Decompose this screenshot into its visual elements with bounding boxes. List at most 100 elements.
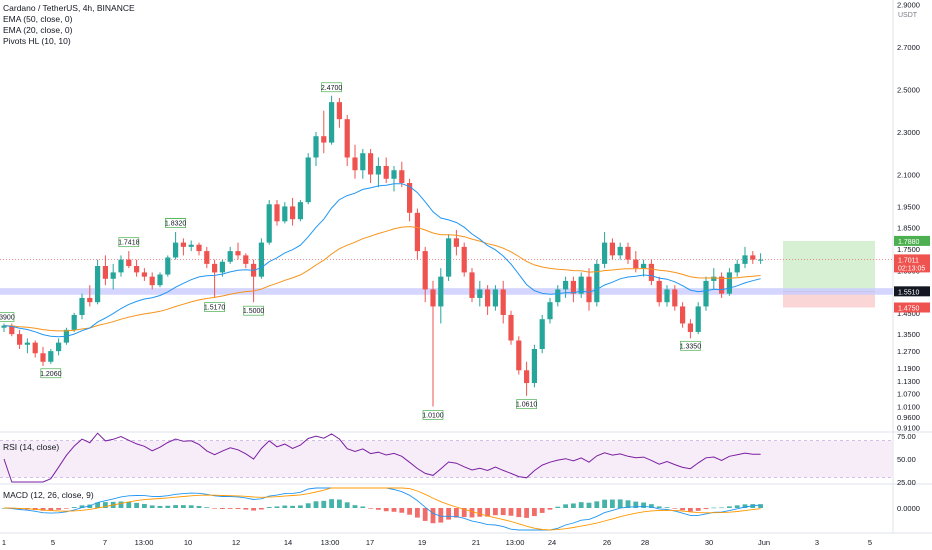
candle-body <box>485 289 491 307</box>
candle-body <box>141 272 147 277</box>
candle-body <box>414 212 420 252</box>
macd-histogram-bar <box>477 508 483 517</box>
candle-body <box>40 353 46 362</box>
rsi-tick-label: 75.00 <box>897 432 916 441</box>
pivot-box <box>118 237 140 248</box>
macd-histogram-bar <box>344 502 350 508</box>
candle-body <box>48 351 54 362</box>
time-axis[interactable]: 1 5 7 13:00 10 12 14 13:00 17 19 21 13:00 24 26 28 30 Ju… <box>2 538 872 547</box>
candle-body <box>555 289 561 303</box>
candle-body <box>71 314 77 330</box>
ema20-line <box>3 183 761 338</box>
macd-histogram-bar <box>329 499 334 508</box>
candle-body <box>633 259 639 269</box>
pivot-box <box>204 302 225 312</box>
macd-histogram-bar <box>500 508 506 516</box>
macd-histogram-bar <box>422 508 428 521</box>
ema50-line <box>3 226 761 332</box>
time-tick-label: 5 <box>51 538 55 547</box>
macd-histogram-bar <box>415 508 420 518</box>
stop-zone <box>783 291 875 308</box>
price-tick-label: 2.1000 <box>897 171 920 180</box>
candle-body <box>383 165 389 179</box>
candle-body <box>531 349 537 384</box>
macd-histogram-bar <box>313 501 319 508</box>
pivot-label: 1.3350 <box>680 343 702 350</box>
macd-histogram-bar <box>633 501 639 508</box>
candle-body <box>453 238 459 247</box>
ema20-legend[interactable]: EMA (20, close, 0) <box>3 25 73 35</box>
price-axis[interactable]: 2.9000 2.7000 2.5000 2.3000 2.1000 1.9500 1.85… <box>897 0 920 432</box>
macd-histogram-bar <box>430 508 436 524</box>
macd-histogram-bar <box>508 508 514 516</box>
macd-histogram-bar <box>672 508 678 509</box>
macd-histogram-bar <box>227 508 233 509</box>
macd-histogram-bar <box>188 505 194 508</box>
price-tick-label: 2.5000 <box>897 85 920 94</box>
price-tag-countdown: 02:13:05 <box>898 265 925 272</box>
candle-body <box>32 342 38 354</box>
macd-histogram-bar <box>235 508 241 509</box>
time-tick-label: 3 <box>815 538 819 547</box>
candle-body <box>243 255 249 264</box>
time-tick-label: 17 <box>366 538 374 547</box>
candle-body <box>305 157 311 203</box>
candle-body <box>734 263 740 273</box>
macd-histogram-bar <box>399 508 405 513</box>
candle-body <box>282 206 288 222</box>
pivots-legend[interactable]: Pivots HL (10, 10) <box>3 36 71 46</box>
candle-body <box>235 251 241 256</box>
rsi-tick-label: 50.00 <box>897 455 916 464</box>
candle-body <box>352 157 358 171</box>
macd-histogram-bar <box>71 507 77 508</box>
candle-body <box>539 319 545 350</box>
candles-layer[interactable] <box>1 95 764 407</box>
candle-body <box>508 314 514 341</box>
candle-body <box>149 276 155 286</box>
price-tick-label: 1.7500 <box>897 245 920 254</box>
price-tick-label: 1.4500 <box>897 309 920 318</box>
price-tick-label: 1.0100 <box>897 402 920 411</box>
candle-body <box>391 170 397 179</box>
macd-histogram-bar <box>368 508 373 509</box>
price-tick-label: 1.2700 <box>897 347 920 356</box>
price-tag-box <box>894 235 930 246</box>
macd-histogram-bar <box>79 505 85 508</box>
candle-body <box>664 289 670 303</box>
macd-histogram-bar <box>251 508 256 511</box>
candle-body <box>430 289 436 307</box>
candle-body <box>570 280 576 294</box>
macd-histogram-bar <box>212 508 217 509</box>
candle-body <box>165 257 171 275</box>
price-tick-label: 2.3000 <box>897 128 920 137</box>
price-tick-label: 0.9100 <box>897 424 920 433</box>
macd-histogram-bar <box>555 506 561 508</box>
candle-body <box>204 251 210 264</box>
pivot-label: 2.4700 <box>321 85 343 92</box>
macd-histogram-bar <box>266 507 272 508</box>
candle-body <box>469 272 475 298</box>
support-band-rect <box>0 288 893 295</box>
price-tick-label: 1.0700 <box>897 390 920 399</box>
macd-histogram-bar <box>126 501 132 508</box>
macd-histogram-bar <box>727 506 732 508</box>
rsi-legend[interactable]: RSI (14, close) <box>3 442 60 452</box>
macd-legend[interactable]: MACD (12, 26, close, 9) <box>3 490 94 500</box>
candle-body <box>687 323 693 332</box>
macd-histogram-bar <box>220 508 225 510</box>
ema50-legend[interactable]: EMA (50, close, 0) <box>3 14 73 24</box>
candle-body <box>422 251 428 290</box>
candle-body <box>680 306 686 324</box>
time-tick-label: 30 <box>705 538 713 547</box>
pivot-label: 1.0610 <box>516 402 538 409</box>
candle-body <box>438 276 444 307</box>
candle-body <box>609 242 615 256</box>
macd-histogram-bar <box>118 501 124 508</box>
candle-body <box>586 276 592 303</box>
macd-histogram-bar <box>438 508 444 523</box>
macd-histogram-bar <box>461 508 467 518</box>
candle-body <box>750 255 756 260</box>
time-tick-label: 14 <box>284 538 292 547</box>
